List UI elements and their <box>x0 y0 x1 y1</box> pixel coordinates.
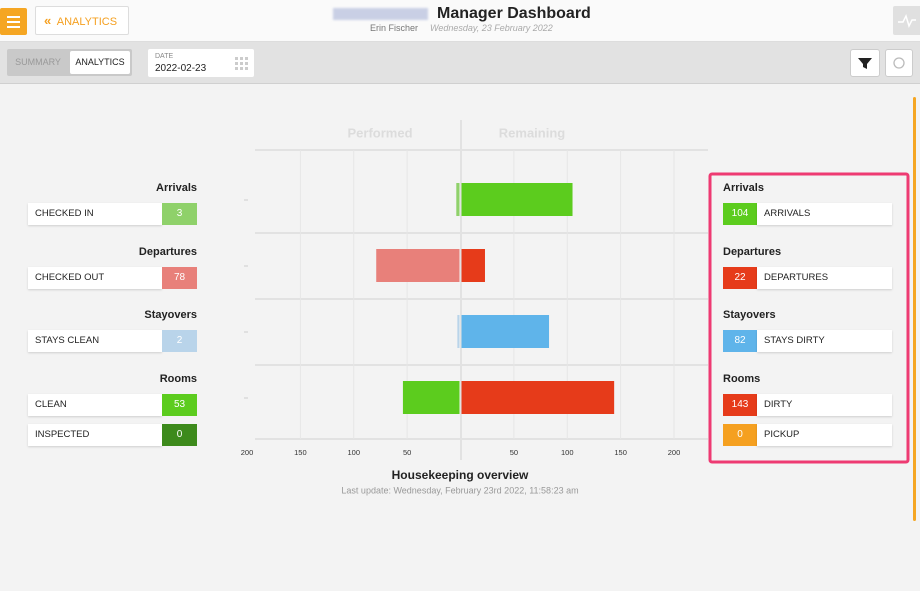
row-label: INSPECTED <box>28 424 162 447</box>
performed-header: Performed <box>347 125 412 140</box>
activity-button[interactable] <box>893 6 920 35</box>
row-value: 82 <box>723 330 757 353</box>
row-label: STAYS DIRTY <box>757 330 892 353</box>
remaining-bar <box>461 183 573 216</box>
remaining-bar <box>461 381 615 414</box>
row-label: DEPARTURES <box>757 266 892 289</box>
group-heading: Departures <box>723 245 782 258</box>
row-value: 2 <box>162 330 197 353</box>
user-name: Erin Fischer <box>370 23 419 33</box>
x-tick-label: 150 <box>294 448 307 457</box>
row-value: 0 <box>162 424 197 447</box>
row-label: STAYS CLEAN <box>28 330 162 353</box>
toolbar: DATE 2022-02-23 SUMMARY ANALYTICS <box>0 42 920 84</box>
group-heading: Arrivals <box>723 182 764 194</box>
row-label: ARRIVALS <box>757 203 892 225</box>
page-title: Manager Dashboard <box>437 5 591 22</box>
refresh-button[interactable] <box>885 49 913 77</box>
blurred-hotel-name <box>333 8 428 20</box>
x-tick-label: 50 <box>510 448 518 457</box>
group-heading: Stayovers <box>144 309 197 322</box>
x-tick-label: 200 <box>241 448 254 457</box>
date-value: 2022-02-23 <box>155 63 207 74</box>
row-value: 22 <box>723 266 757 289</box>
header-date: Wednesday, 23 February 2022 <box>430 23 553 33</box>
row-value: 3 <box>162 203 197 225</box>
performed-bar <box>376 249 460 282</box>
x-tick-label: 100 <box>561 448 574 457</box>
chart-title: Housekeeping overview <box>392 468 529 482</box>
row-value: 0 <box>723 424 757 447</box>
tab[interactable]: ANALYTICS <box>70 51 130 74</box>
row-label: CHECKED IN <box>28 203 162 225</box>
back-button[interactable]: « ANALYTICS <box>35 6 129 35</box>
row-label: CHECKED OUT <box>28 266 162 289</box>
x-tick-label: 100 <box>347 448 360 457</box>
remaining-bar <box>461 315 550 348</box>
group-heading: Stayovers <box>723 309 776 322</box>
row-value: 143 <box>723 394 757 417</box>
tab[interactable]: SUMMARY <box>15 57 61 67</box>
x-tick-label: 50 <box>403 448 411 457</box>
performed-bar <box>402 381 460 414</box>
performed-bar <box>456 183 460 216</box>
row-value: 78 <box>162 266 197 289</box>
back-label: ANALYTICS <box>56 16 118 28</box>
group-heading: Rooms <box>159 373 197 386</box>
row-label: PICKUP <box>757 424 892 447</box>
row-label: CLEAN <box>28 394 162 417</box>
date-picker[interactable]: DATE 2022-02-23 <box>148 49 254 77</box>
date-label: DATE <box>155 53 174 60</box>
row-separators <box>255 149 708 440</box>
scrollbar <box>913 97 916 521</box>
row-value: 53 <box>162 394 197 417</box>
filter-button[interactable] <box>850 49 880 77</box>
x-tick-label: 200 <box>668 448 681 457</box>
remaining-bar <box>461 249 485 282</box>
menu-button[interactable] <box>0 8 27 35</box>
group-heading: Rooms <box>723 373 761 386</box>
header: « ANALYTICS Manager Dashboard Erin Fisch… <box>0 0 920 42</box>
row-label: DIRTY <box>757 394 892 417</box>
performed-bar <box>457 315 460 348</box>
last-update: Last update: Wednesday, February 23rd 20… <box>341 485 578 495</box>
row-value: 104 <box>723 203 757 225</box>
highlight-box <box>708 172 910 464</box>
x-tick-label: 150 <box>614 448 627 457</box>
group-heading: Arrivals <box>156 182 197 194</box>
group-heading: Departures <box>138 245 197 258</box>
remaining-header: Remaining <box>499 125 566 140</box>
